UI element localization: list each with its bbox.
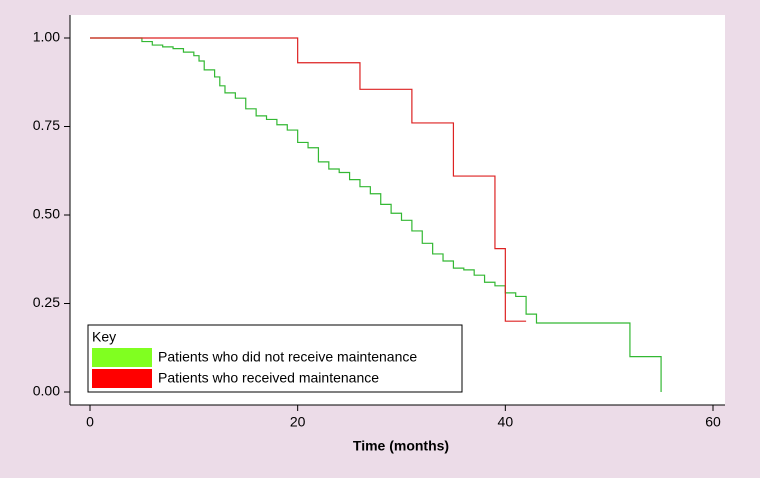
y-tick-label: 0.00: [33, 383, 60, 399]
y-tick-label: 0.75: [33, 117, 60, 133]
y-tick-label: 0.50: [33, 206, 60, 222]
x-tick-label: 20: [290, 414, 306, 430]
y-tick-label: 1.00: [33, 29, 60, 45]
legend-label: Patients who did not receive maintenance: [158, 349, 417, 365]
y-tick-label: 0.25: [33, 294, 60, 310]
legend-title: Key: [92, 329, 116, 345]
survival-line: [90, 37, 527, 322]
x-tick-label: 40: [498, 414, 514, 430]
legend-swatch: [92, 348, 152, 367]
survival-line: [90, 37, 662, 392]
x-axis-title: Time (months): [353, 438, 449, 454]
legend-swatch: [92, 369, 152, 388]
legend-label: Patients who received maintenance: [158, 370, 379, 386]
x-tick-label: 0: [86, 414, 94, 430]
x-tick-label: 60: [705, 414, 721, 430]
